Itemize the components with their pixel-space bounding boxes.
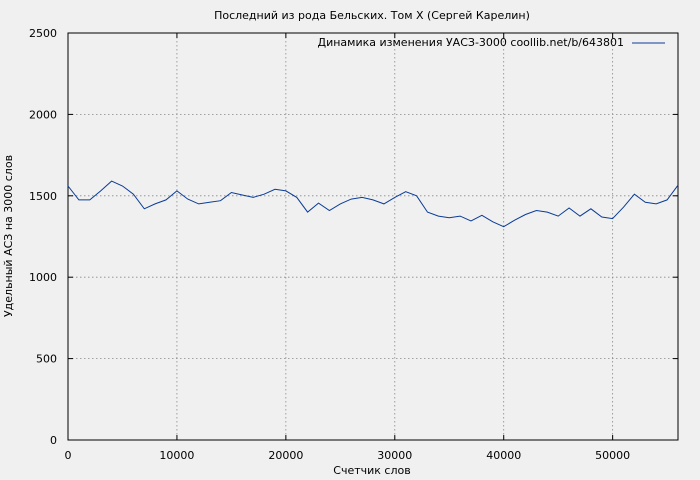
x-tick-label: 20000 <box>268 449 303 462</box>
x-tick-label: 30000 <box>377 449 412 462</box>
plot-area <box>67 32 679 441</box>
y-tick-label: 2500 <box>29 27 57 40</box>
grid <box>68 33 678 440</box>
series-line <box>67 180 679 228</box>
legend-label: Динамика изменения УАСЗ-3000 coollib.net… <box>318 36 625 49</box>
y-tick-label: 1500 <box>29 190 57 203</box>
x-tick-label: 0 <box>65 449 72 462</box>
x-tick-label: 10000 <box>159 449 194 462</box>
legend: Динамика изменения УАСЗ-3000 coollib.net… <box>318 36 665 49</box>
y-tick-label: 0 <box>50 434 57 447</box>
y-axis-label: Удельный АСЗ на 3000 слов <box>2 155 15 317</box>
y-tick-label: 1000 <box>29 271 57 284</box>
y-tick-label: 500 <box>36 353 57 366</box>
y-tick-label: 2000 <box>29 108 57 121</box>
x-axis: 0 10000 20000 30000 40000 50000 <box>65 33 630 462</box>
x-axis-label: Счетчик слов <box>333 464 410 477</box>
chart-title: Последний из рода Бельских. Том X (Серге… <box>214 9 530 22</box>
x-tick-label: 40000 <box>486 449 521 462</box>
y-axis: 0 500 1000 1500 2000 2500 <box>29 27 678 447</box>
x-tick-label: 50000 <box>595 449 630 462</box>
